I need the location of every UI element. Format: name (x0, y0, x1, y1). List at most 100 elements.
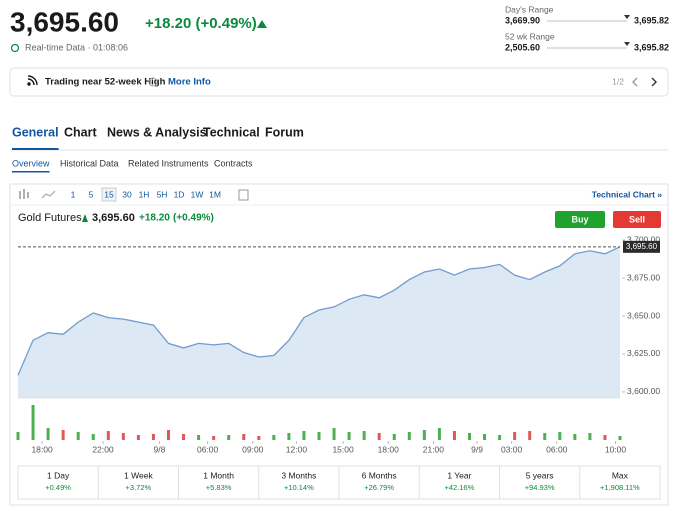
range-low: 3,669.90 (505, 15, 540, 25)
clock-icon (10, 43, 20, 53)
range-low: 2,505.60 (505, 42, 540, 52)
chart-type-icons[interactable] (19, 189, 249, 201)
performance-period: 6 Months (362, 470, 397, 480)
performance-change: +0.49% (45, 483, 71, 492)
volume-bar (483, 434, 487, 440)
range-bar (547, 20, 627, 22)
tab[interactable]: Chart (64, 125, 97, 139)
price-line (17, 246, 621, 376)
interval[interactable]: 15 (104, 189, 114, 199)
last-price-box (623, 240, 660, 253)
range-label: Day's Range (505, 4, 554, 14)
y-tick-label: 3,700.00 (627, 234, 660, 244)
rss-icon (27, 75, 38, 86)
price-change: +18.20 (+0.49%) (145, 15, 257, 32)
tab-underline (12, 148, 59, 150)
volume-bar (332, 428, 336, 440)
performance-change: +26.79% (364, 483, 394, 492)
performance-change: +3.72% (126, 483, 152, 492)
volume-bar (513, 432, 517, 440)
x-tick-label: 03:00 (501, 444, 523, 454)
volume-bar (528, 431, 532, 440)
next-button[interactable] (651, 77, 657, 87)
interval[interactable]: 5H (157, 189, 168, 199)
subtab-underline (12, 171, 50, 173)
interval[interactable]: 1D (174, 189, 185, 199)
performance-change: +10.14% (284, 483, 314, 492)
interval[interactable]: 5 (89, 189, 94, 199)
volume-bar (151, 434, 155, 440)
x-tick-label: 10:00 (605, 444, 627, 454)
range-marker (624, 15, 630, 19)
performance-period: 1 Week (124, 470, 153, 480)
subtab[interactable]: Overview (12, 158, 50, 168)
volume-bar (498, 435, 502, 440)
volume-bar (272, 435, 276, 440)
volume-bar (618, 436, 622, 440)
range-bar (547, 47, 627, 49)
info-icon (148, 77, 158, 87)
subtab[interactable]: Historical Data (60, 158, 119, 168)
sell-label[interactable]: Sell (629, 214, 645, 224)
x-tick-label: 09:00 (242, 444, 264, 454)
y-tick-label: 3,650.00 (627, 310, 660, 320)
performance-change: +94.93% (525, 483, 555, 492)
more-info-link[interactable]: More Info (168, 77, 211, 88)
volume-bar (302, 431, 306, 440)
x-tick-label: 22:00 (92, 444, 114, 454)
x-tick-label: 9/9 (471, 444, 483, 454)
quote-name: Gold Futures (18, 212, 82, 224)
interval[interactable]: 1M (209, 189, 221, 199)
x-tick-label: 9/8 (154, 444, 166, 454)
quote-price: 3,695.60 (92, 212, 135, 224)
performance-change: +5.83% (206, 483, 232, 492)
volume-bar (16, 432, 20, 440)
volume-bar (46, 428, 50, 440)
prev-button[interactable] (632, 77, 638, 87)
volume-bar (573, 434, 577, 440)
x-tick-label: 21:00 (423, 444, 445, 454)
sell-button[interactable] (613, 211, 661, 228)
performance-change: +42.16% (444, 483, 474, 492)
price: 3,695.60 (10, 6, 119, 37)
pager: 1/2 (612, 76, 624, 86)
volume-bar (603, 435, 607, 440)
volume-bar (362, 431, 366, 440)
volume-bar (167, 430, 170, 440)
volume-bar (257, 436, 261, 440)
y-tick-label: 3,675.00 (627, 272, 660, 282)
area (18, 246, 620, 398)
volume-bar (558, 432, 562, 440)
interval[interactable]: 1H (139, 189, 150, 199)
tab[interactable]: General (12, 125, 59, 139)
subtab[interactable]: Contracts (214, 158, 253, 168)
subtab[interactable]: Related Instruments (128, 158, 209, 168)
volume-bar (121, 433, 125, 440)
banner (9, 67, 669, 97)
performance-change: +1,908.11% (600, 483, 640, 492)
performance-period: 1 Month (203, 470, 234, 480)
chart-box (9, 183, 669, 506)
quote-change: +18.20 (139, 213, 170, 224)
interval[interactable]: 1W (191, 189, 204, 199)
tab[interactable]: Forum (265, 125, 304, 139)
buy-label[interactable]: Buy (571, 214, 588, 224)
x-tick-label: 15:00 (332, 444, 354, 454)
range-high: 3,695.82 (634, 42, 669, 52)
x-tick-label: 06:00 (197, 444, 219, 454)
volume-bar (76, 432, 80, 440)
buy-button[interactable] (555, 211, 605, 228)
volume-bar (31, 405, 35, 440)
volume-bar (227, 435, 231, 440)
interval[interactable]: 1 (71, 189, 76, 199)
tab[interactable]: Technical (203, 125, 260, 139)
performance-period: Max (612, 470, 629, 480)
volume-bar (242, 434, 246, 440)
x-tick-label: 12:00 (286, 444, 308, 454)
tab[interactable]: News & Analysis (107, 125, 207, 139)
technical-chart-link[interactable]: Technical Chart » (592, 189, 662, 199)
up-arrow (257, 20, 267, 28)
volume-bar (392, 434, 396, 440)
performance-period: 3 Months (281, 470, 316, 480)
interval[interactable]: 30 (122, 189, 132, 199)
